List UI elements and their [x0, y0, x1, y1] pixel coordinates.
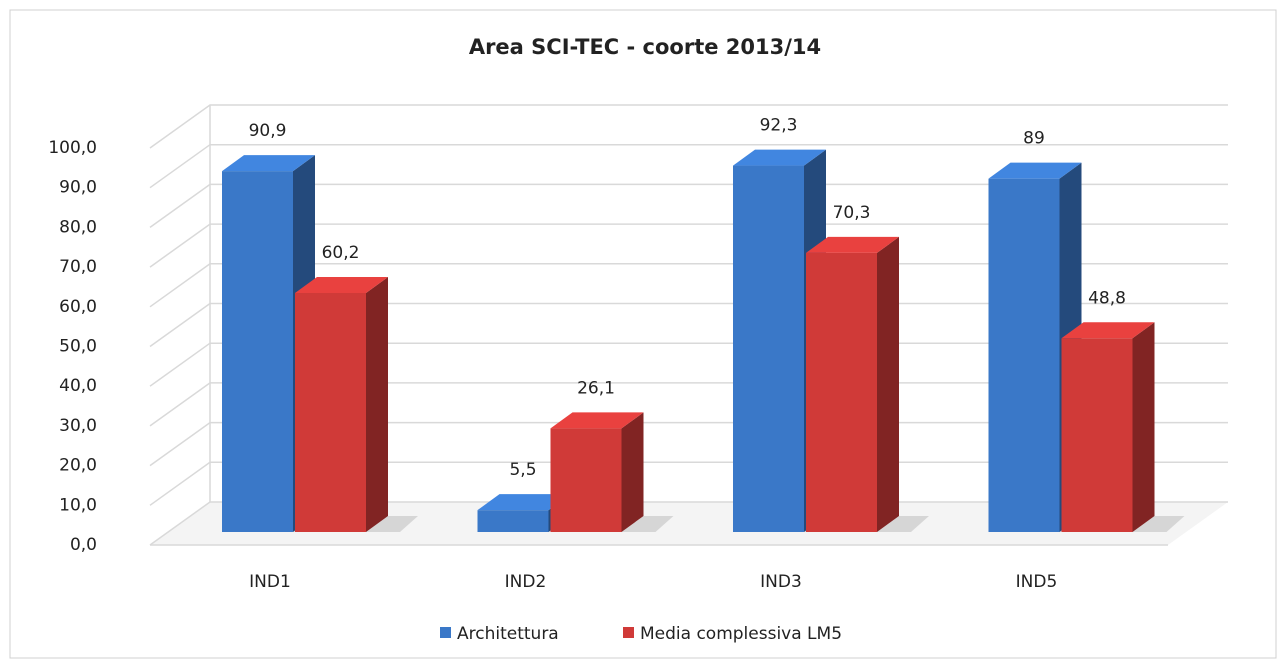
y-tick-label: 100,0: [48, 138, 97, 158]
bar-side: [1132, 322, 1155, 532]
bar-front: [477, 510, 549, 532]
value-label: 60,2: [322, 243, 360, 263]
bar-shadow: [1132, 516, 1185, 532]
legend-label: Media complessiva LM5: [640, 624, 842, 644]
bar-top: [733, 149, 826, 166]
y-tick-label: 90,0: [59, 178, 97, 198]
bar-top: [1061, 322, 1155, 339]
value-label: 92,3: [760, 116, 798, 136]
bar-top: [550, 412, 644, 429]
bar-top: [222, 155, 315, 172]
y-tick-label: 30,0: [59, 416, 97, 436]
y-tick-label: 60,0: [59, 297, 97, 317]
bar: [806, 236, 929, 532]
value-label: 90,9: [249, 121, 287, 141]
y-tick-label: 20,0: [59, 456, 97, 476]
x-tick-label: IND3: [760, 572, 802, 592]
bar-front: [988, 178, 1060, 533]
bar-shadow: [621, 516, 674, 532]
x-tick-label: IND5: [1016, 572, 1058, 592]
value-label: 70,3: [833, 203, 871, 223]
bar-top: [295, 277, 388, 294]
x-tick-label: IND1: [249, 572, 291, 592]
value-label: 89: [1023, 129, 1045, 149]
bar-front: [222, 171, 293, 532]
bar-side: [366, 277, 388, 532]
y-tick-label: 80,0: [59, 217, 97, 237]
value-label: 5,5: [509, 460, 536, 480]
bar-shadow: [877, 516, 929, 532]
y-tick-label: 50,0: [59, 337, 97, 357]
chart-title: Area SCI-TEC - coorte 2013/14: [469, 35, 821, 59]
bar-front: [806, 252, 877, 532]
y-tick-label: 40,0: [59, 376, 97, 396]
bar: [295, 277, 418, 532]
legend-swatch: [623, 627, 634, 638]
bar-front: [550, 428, 622, 532]
value-label: 26,1: [577, 378, 615, 398]
bar-front: [1061, 338, 1133, 532]
y-tick-label: 10,0: [59, 495, 97, 515]
bar-top: [988, 162, 1082, 179]
bar-side: [877, 236, 899, 532]
y-tick-label: 70,0: [59, 257, 97, 277]
legend-label: Architettura: [457, 624, 559, 644]
bar: [550, 412, 674, 532]
floor: [150, 502, 1228, 545]
bar-side: [621, 412, 644, 532]
bar-shadow: [366, 516, 418, 532]
bar-front: [733, 165, 804, 532]
value-label: 48,8: [1088, 288, 1126, 308]
bar-front: [295, 293, 366, 532]
legend-swatch: [440, 627, 451, 638]
bar: [1061, 322, 1185, 532]
y-tick-label: 0,0: [70, 535, 97, 555]
bar-top: [806, 236, 899, 253]
bar-top: [477, 494, 571, 511]
x-tick-label: IND2: [505, 572, 547, 592]
